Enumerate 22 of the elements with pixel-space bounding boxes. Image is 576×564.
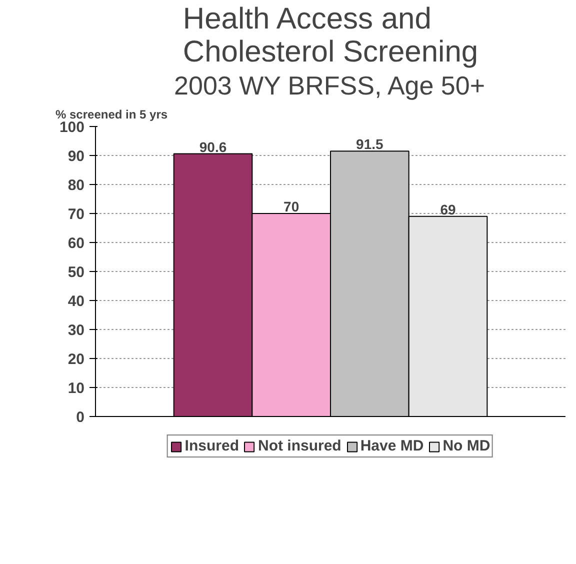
chart-title: Health Access and Cholesterol Screening — [182, 2, 478, 68]
y-tick-label: 20 — [68, 351, 85, 368]
y-tick-label: 40 — [68, 293, 85, 310]
data-label: 70 — [284, 198, 300, 214]
y-tick-label: 70 — [68, 206, 85, 223]
y-tick-label: 80 — [68, 177, 85, 194]
y-tick-label: 0 — [76, 409, 84, 426]
legend-label: Insured — [184, 438, 239, 454]
y-tick-label: 10 — [68, 380, 85, 397]
y-tick-label: 90 — [68, 148, 85, 165]
data-label: 90.6 — [199, 138, 227, 155]
data-label: 91.5 — [356, 136, 384, 152]
legend-label: Have MD — [360, 438, 424, 454]
legend-label: Not insured — [258, 438, 342, 454]
legend-label: No MD — [442, 438, 490, 454]
y-tick-label: 100 — [59, 119, 85, 136]
y-tick-label: 30 — [68, 322, 85, 339]
y-axis-title: % screened in 5 yrs — [56, 108, 168, 122]
y-tick-label: 50 — [68, 264, 85, 281]
y-tick-label: 60 — [68, 235, 85, 252]
data-label: 69 — [440, 201, 456, 218]
chart-subtitle: 2003 WY BRFSS, Age 50+ — [174, 70, 486, 100]
